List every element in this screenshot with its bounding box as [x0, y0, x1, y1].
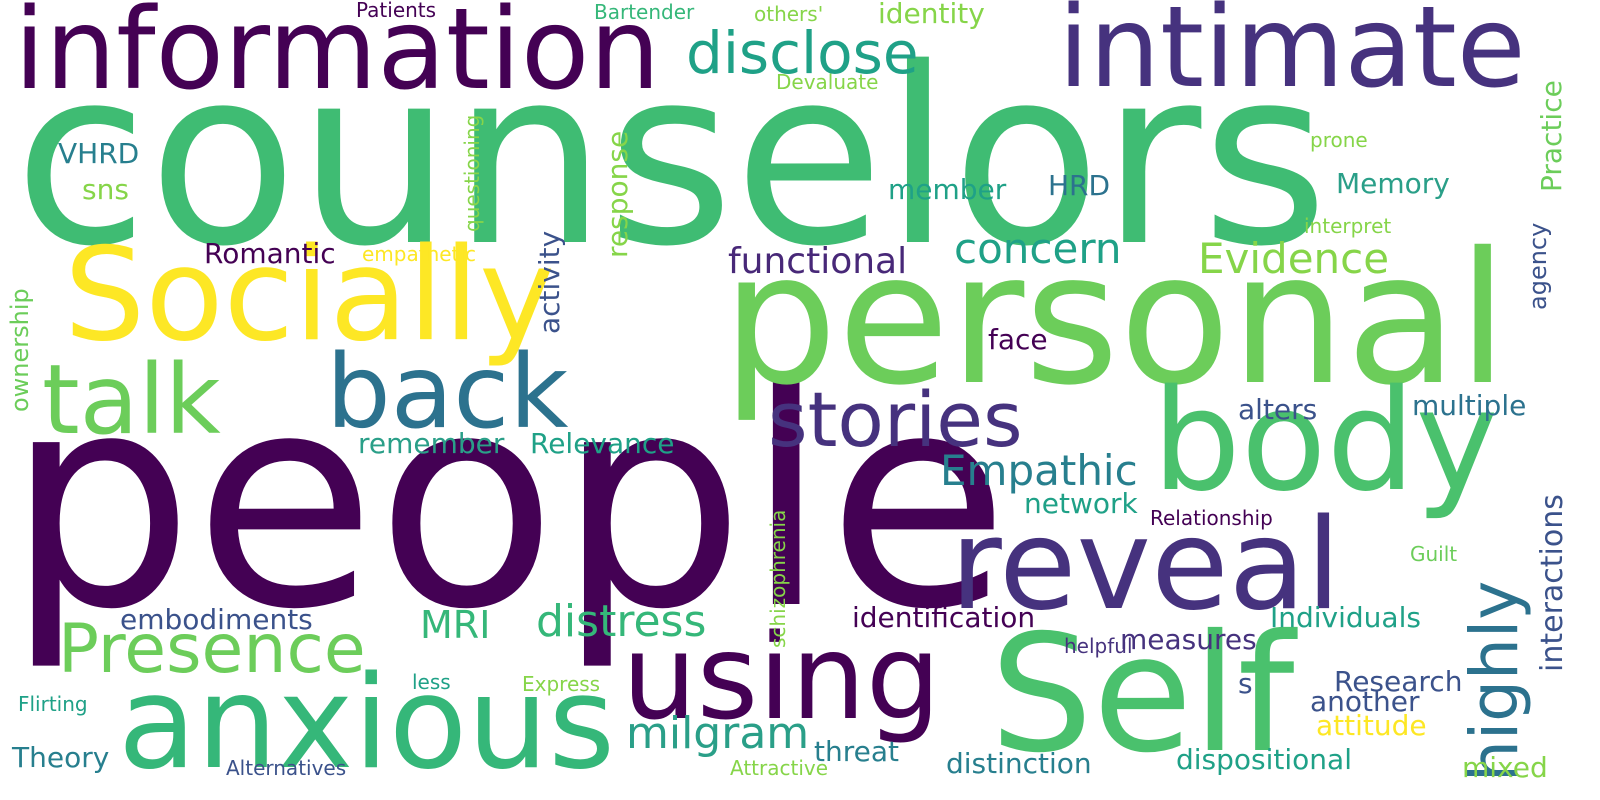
- word-remember: remember: [358, 427, 505, 460]
- word-another: another: [1310, 685, 1420, 718]
- word-alternatives: Alternatives: [226, 756, 347, 780]
- word-measures: measures: [1120, 623, 1257, 656]
- word-hrd: HRD: [1048, 169, 1111, 202]
- word-body: body: [1152, 360, 1499, 523]
- word-empathetic: empathetic: [362, 242, 476, 266]
- word-disclose: disclose: [686, 19, 919, 87]
- word-guilt: Guilt: [1410, 542, 1458, 566]
- word-theory: Theory: [12, 741, 110, 774]
- word-prone: prone: [1310, 128, 1368, 152]
- word-people: people: [6, 329, 1010, 674]
- word-identification: identification: [852, 601, 1036, 634]
- word-evidence: Evidence: [1198, 234, 1390, 283]
- word-embodiments: embodiments: [120, 603, 313, 636]
- word-self: Self: [990, 601, 1295, 789]
- word-questioning: questioning: [460, 114, 484, 232]
- word-activity: activity: [533, 230, 566, 334]
- word-mixed: mixed: [1462, 751, 1548, 784]
- word-functional: functional: [728, 241, 908, 282]
- word-intimate: intimate: [1058, 0, 1526, 113]
- word-ownership: ownership: [6, 288, 34, 412]
- word-attitude: attitude: [1316, 709, 1427, 742]
- word-anxious: anxious: [118, 649, 615, 798]
- word-multiple: multiple: [1412, 389, 1527, 422]
- word-dispositional: dispositional: [1176, 743, 1352, 776]
- word-network: network: [1024, 487, 1138, 520]
- word-relevance: Relevance: [530, 427, 675, 460]
- word-vhrd: VHRD: [58, 137, 140, 170]
- word-stories: stories: [768, 375, 1023, 464]
- word-s: s: [1238, 667, 1253, 700]
- word-alters: alters: [1238, 393, 1318, 426]
- word-express: Express: [522, 672, 601, 696]
- word-socially: Socially: [64, 221, 555, 370]
- word-relationship: Relationship: [1150, 506, 1273, 530]
- word-patients: Patients: [356, 0, 437, 22]
- word-attractive: Attractive: [730, 756, 829, 780]
- word-counselors: counselors: [14, 16, 1329, 300]
- word-practice: Practice: [1535, 80, 1568, 192]
- word-information: information: [14, 0, 661, 115]
- word-interpret: interpret: [1304, 214, 1392, 238]
- word-mri: MRI: [420, 603, 491, 647]
- word-back: back: [326, 333, 569, 452]
- word-member: member: [888, 173, 1007, 206]
- word-agency: agency: [1524, 222, 1552, 310]
- word-research: Research: [1334, 665, 1463, 698]
- word-helpful: helpful: [1064, 634, 1133, 658]
- word-devaluate: Devaluate: [776, 70, 879, 94]
- word-schizophrenia: schizophrenia: [766, 509, 790, 648]
- word-memory: Memory: [1336, 167, 1450, 200]
- word-others: others': [754, 2, 824, 26]
- word-romantic: Romantic: [204, 237, 336, 270]
- word-talk: talk: [42, 344, 221, 456]
- word-less: less: [412, 670, 451, 694]
- word-identity: identity: [878, 0, 985, 30]
- word-using: using: [622, 608, 941, 746]
- word-bartender: Bartender: [594, 0, 695, 24]
- word-personal: personal: [722, 213, 1508, 425]
- word-face: face: [988, 323, 1048, 356]
- word-interactions: interactions: [1535, 494, 1570, 672]
- word-flirting: Flirting: [18, 692, 88, 716]
- word-threat: threat: [814, 735, 899, 768]
- word-response: response: [601, 130, 634, 258]
- word-reveal: reveal: [950, 491, 1341, 638]
- word-distress: distress: [536, 596, 707, 647]
- word-individuals: Individuals: [1270, 601, 1421, 634]
- word-sns: sns: [82, 173, 129, 206]
- word-empathic: Empathic: [940, 446, 1138, 495]
- word-presence: Presence: [58, 610, 366, 689]
- word-concern: concern: [954, 224, 1122, 273]
- word-milgram: milgram: [626, 708, 810, 759]
- word-distinction: distinction: [946, 747, 1092, 780]
